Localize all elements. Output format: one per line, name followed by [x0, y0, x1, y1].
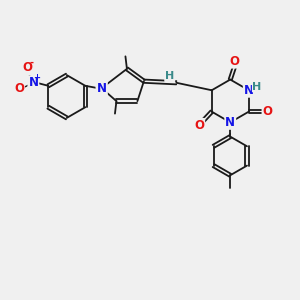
- Text: H: H: [253, 82, 262, 92]
- Text: N: N: [244, 84, 254, 97]
- Text: N: N: [97, 82, 107, 95]
- Text: O: O: [262, 105, 272, 118]
- Text: N: N: [28, 76, 38, 89]
- Text: +: +: [34, 73, 40, 82]
- Text: N: N: [225, 116, 235, 129]
- Text: N: N: [97, 82, 107, 95]
- Text: H: H: [165, 71, 174, 81]
- Text: O: O: [14, 82, 24, 95]
- Text: O: O: [194, 119, 204, 132]
- Text: O: O: [22, 61, 32, 74]
- Text: O: O: [230, 55, 240, 68]
- Text: -: -: [30, 58, 34, 68]
